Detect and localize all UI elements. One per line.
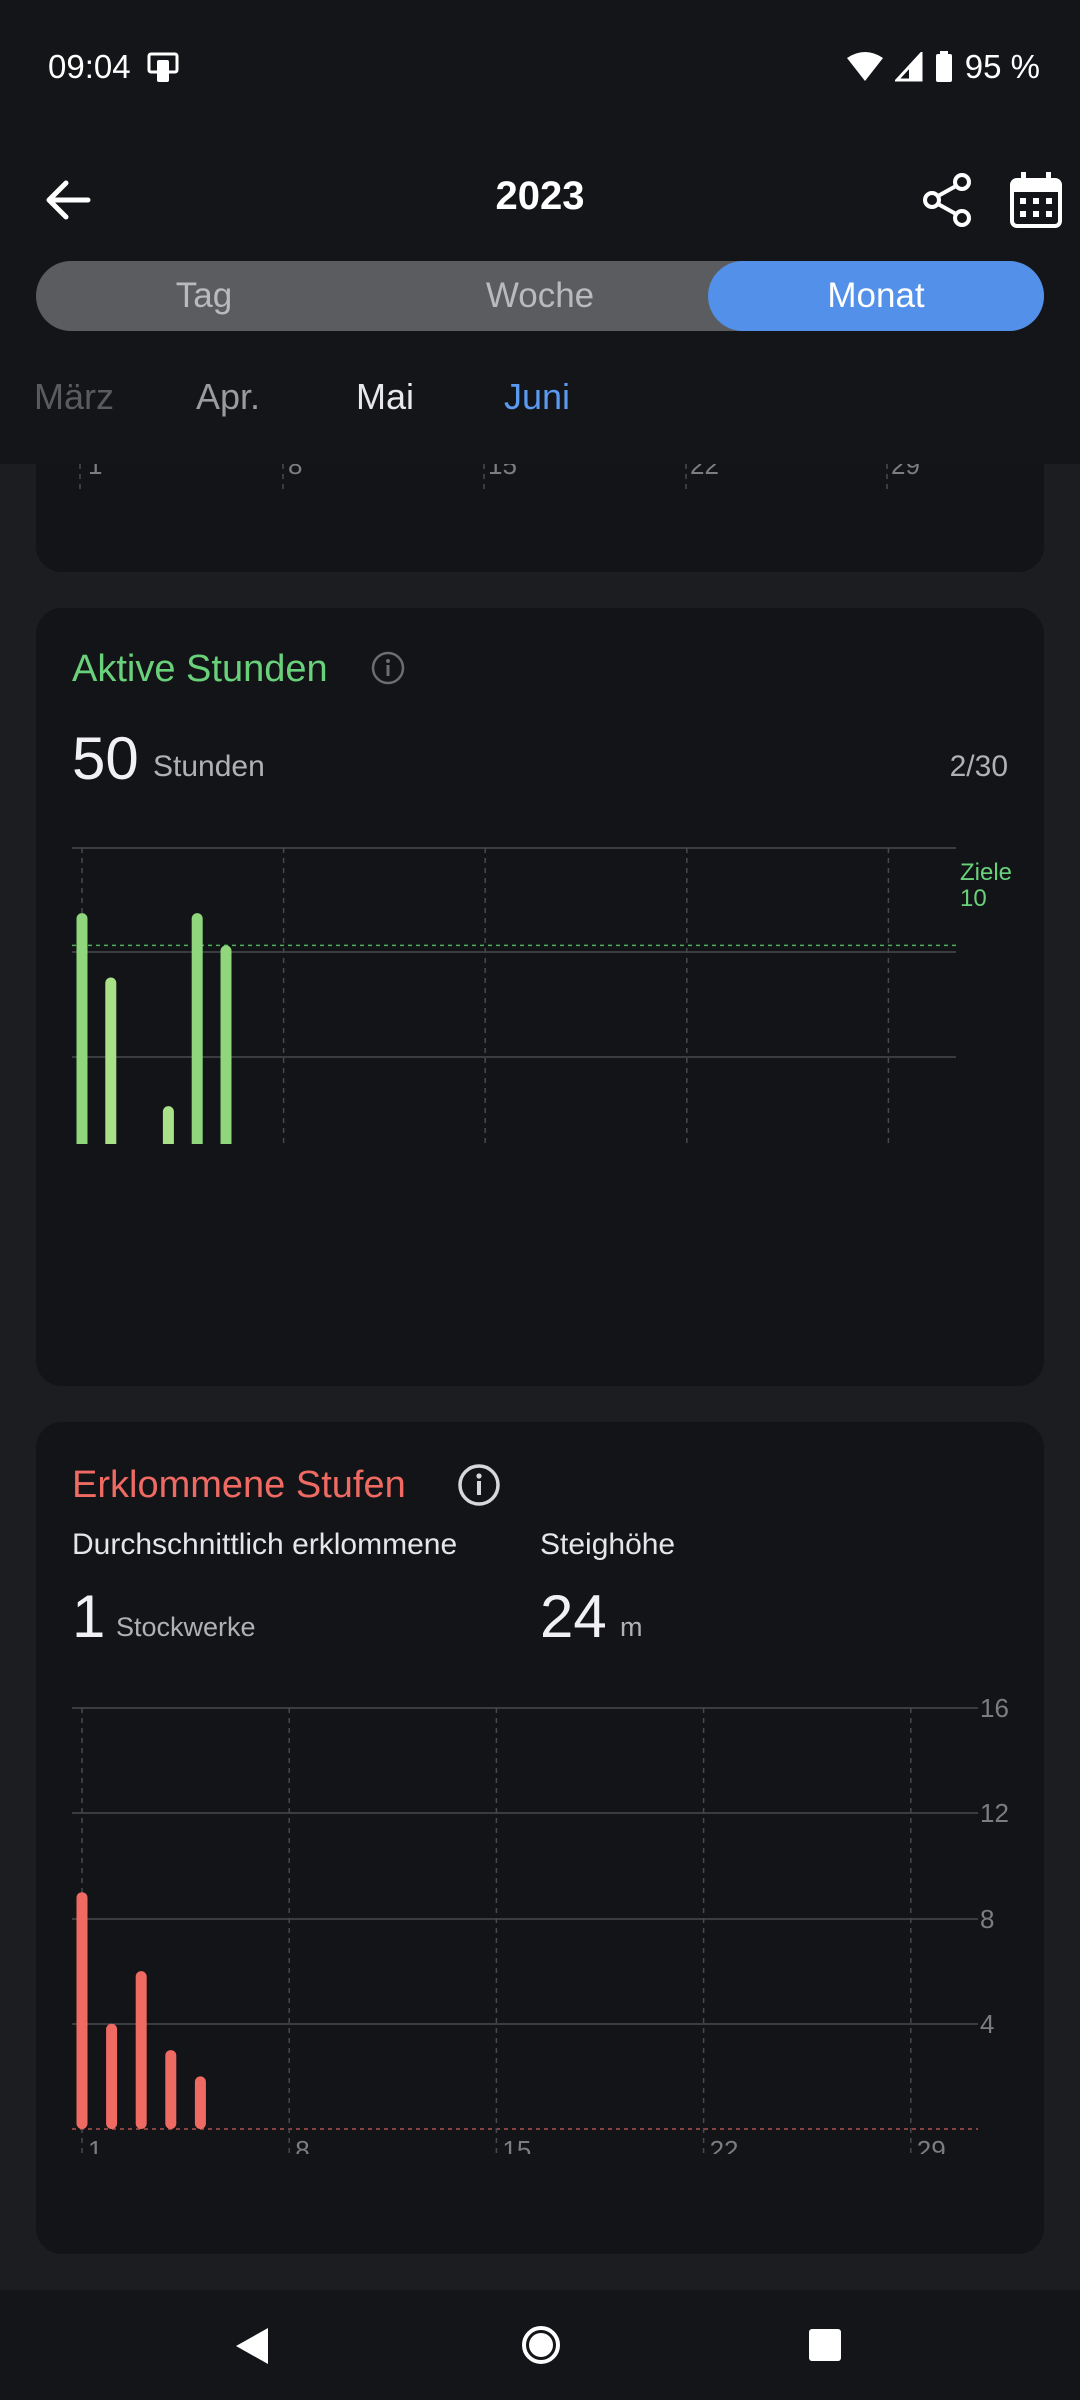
battery-percent: 95 % — [964, 48, 1040, 85]
height-label: Steighöhe — [540, 1528, 676, 1561]
info-icon[interactable] — [456, 1462, 502, 1508]
x-tick-label: 1 — [88, 2135, 102, 2154]
y-tick-label: 8 — [980, 1904, 994, 1934]
y-tick-label: 12 — [980, 1798, 1009, 1828]
chart-bar[interactable] — [76, 1892, 88, 2129]
floors-chart: 1 8 15 22 29 16 12 8 4 — [72, 1693, 1009, 2154]
avg-floors-unit: Stockwerke — [116, 1612, 256, 1642]
page-title: 2023 — [495, 174, 585, 218]
wifi-icon — [846, 52, 883, 81]
month-item-selected[interactable]: Juni — [504, 376, 571, 417]
status-right: 95 % — [846, 48, 1040, 86]
tab-week[interactable]: Woche — [485, 276, 595, 315]
height-value: 24 — [540, 1583, 607, 1650]
signal-icon — [894, 52, 923, 82]
x-tick-label: 29 — [917, 2135, 946, 2154]
month-item[interactable]: Apr. — [196, 376, 261, 417]
goal-label: Ziele — [960, 859, 1012, 886]
month-selector: März Apr. Mai Juni — [0, 370, 1080, 430]
month-item[interactable]: Mai — [356, 376, 415, 417]
avg-floors-value: 1 — [72, 1583, 106, 1650]
month-item[interactable]: März — [34, 376, 114, 417]
chart-bar[interactable] — [76, 913, 88, 1144]
nav-back-icon[interactable] — [234, 2326, 270, 2366]
chart-bar[interactable] — [162, 1106, 174, 1144]
back-arrow-icon[interactable] — [38, 170, 98, 230]
nav-home-icon[interactable] — [520, 2324, 562, 2366]
floors-climbed-card[interactable]: Erklommene Stufen Durchschnittlich erklo… — [36, 1422, 1044, 2254]
nav-recents-icon[interactable] — [808, 2328, 842, 2362]
active-hours-unit: Stunden — [153, 750, 265, 783]
active-hours-title: Aktive Stunden — [72, 648, 328, 690]
system-nav-bar — [0, 2290, 1080, 2400]
height-unit: m — [620, 1612, 643, 1642]
chart-bar[interactable] — [191, 913, 203, 1144]
active-hours-chart: 1 8 15 22 29 Ziele 10 0h — [72, 847, 1012, 1145]
avg-floors-label: Durchschnittlich erklommene — [72, 1528, 458, 1561]
tab-month[interactable]: Monat — [708, 261, 1044, 331]
cast-icon — [147, 52, 179, 82]
floors-title: Erklommene Stufen — [72, 1464, 406, 1506]
chart-bar[interactable] — [106, 2023, 118, 2129]
calendar-icon[interactable] — [1008, 170, 1064, 230]
status-time: 09:04 — [48, 48, 131, 85]
chart-bar[interactable] — [194, 2076, 206, 2129]
x-tick-label: 22 — [710, 2135, 739, 2154]
x-tick-label: 8 — [295, 2135, 309, 2154]
active-hours-value: 50 — [72, 725, 139, 792]
y-tick-label: 4 — [980, 2009, 994, 2039]
tab-day[interactable]: Tag — [175, 276, 233, 315]
goal-value: 10 — [960, 885, 987, 912]
chart-bar[interactable] — [220, 945, 232, 1144]
y-tick-label: 16 — [980, 1693, 1009, 1723]
status-bar: 09:04 95 % — [0, 0, 1080, 136]
chart-bar[interactable] — [135, 1971, 147, 2129]
goal-days-count: 2/30 — [949, 750, 1008, 783]
x-tick-label: 15 — [502, 2135, 531, 2154]
info-icon[interactable] — [370, 650, 406, 686]
battery-icon — [935, 51, 952, 82]
app-bar: 2023 — [0, 150, 1080, 250]
chart-bar[interactable] — [165, 2050, 177, 2129]
chart-bar[interactable] — [105, 977, 117, 1145]
share-icon[interactable] — [920, 172, 976, 228]
active-hours-card[interactable]: Aktive Stunden 50 Stunden 2/30 1 8 15 22… — [36, 608, 1044, 1386]
period-segmented-control: Tag Woche Monat — [36, 261, 1044, 331]
